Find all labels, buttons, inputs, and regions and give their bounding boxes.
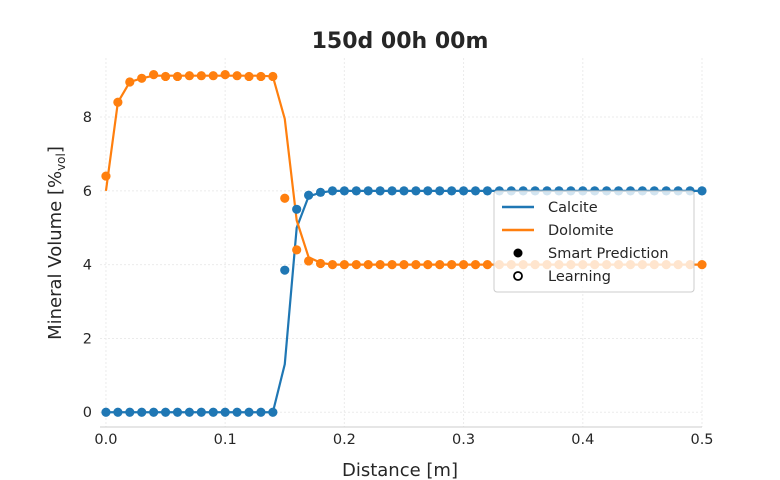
calcite-smart-prediction-point-28 [435, 186, 445, 196]
calcite-smart-prediction-point-24 [387, 186, 397, 196]
dolomite-smart-prediction-point-30 [458, 260, 469, 270]
dolomite-smart-prediction-point-1 [113, 97, 123, 107]
dolomite-smart-prediction-point-21 [351, 260, 361, 270]
x-tick-label-4: 0.4 [571, 432, 594, 448]
calcite-smart-prediction-point-23 [375, 186, 385, 196]
dolomite-smart-prediction-point-8 [196, 71, 206, 81]
dolomite-smart-prediction-point-9 [208, 71, 218, 81]
dolomite-smart-prediction-point-24 [387, 260, 397, 270]
y-tick-label-4: 8 [83, 110, 92, 126]
calcite-smart-prediction-point-12 [244, 407, 254, 417]
dolomite-smart-prediction-point-11 [232, 71, 242, 81]
calcite-smart-prediction-point-30 [458, 186, 469, 196]
y-tick-label-3: 6 [83, 184, 92, 200]
dolomite-smart-prediction-point-17 [304, 256, 314, 266]
calcite-smart-prediction-point-29 [447, 186, 457, 196]
x-tick-label-3: 0.3 [452, 432, 475, 448]
calcite-smart-prediction-point-31 [470, 186, 481, 196]
calcite-smart-prediction-point-16 [292, 204, 302, 214]
dolomite-smart-prediction-point-31 [470, 260, 481, 270]
dolomite-smart-prediction-point-27 [423, 260, 433, 270]
dolomite-smart-prediction-point-15 [280, 193, 290, 203]
dolomite-smart-prediction-point-16 [292, 245, 302, 255]
dolomite-smart-prediction-point-13 [256, 71, 266, 82]
calcite-smart-prediction-point-25 [399, 186, 409, 196]
calcite-smart-prediction-point-20 [339, 186, 349, 196]
calcite-smart-prediction-point-15 [280, 265, 290, 275]
dolomite-smart-prediction-point-0 [101, 171, 111, 181]
y-axis-label: Mineral Volume [%vol] [45, 146, 68, 340]
dolomite-smart-prediction-point-23 [375, 260, 385, 270]
dolomite-smart-prediction-point-18 [315, 258, 326, 269]
legend-smart-prediction-label: Smart Prediction [548, 246, 669, 262]
legend-box [493, 190, 695, 293]
y-tick-label-2: 4 [83, 258, 92, 274]
dolomite-smart-prediction-point-7 [184, 71, 195, 81]
dolomite-smart-prediction-point-4 [149, 70, 159, 80]
calcite-smart-prediction-point-0 [101, 407, 111, 417]
y-axis-label-subscript: vol [54, 153, 68, 171]
dolomite-smart-prediction-point-29 [447, 260, 457, 270]
calcite-smart-prediction-point-18 [315, 187, 326, 197]
calcite-smart-prediction-point-6 [172, 407, 183, 417]
calcite-smart-prediction-point-1 [113, 407, 123, 417]
calcite-smart-prediction-point-50 [697, 186, 707, 196]
legend-learning-label: Learning [548, 269, 611, 285]
calcite-smart-prediction-point-22 [363, 186, 373, 196]
dolomite-smart-prediction-point-50 [697, 260, 707, 270]
dolomite-smart-prediction-point-22 [363, 260, 373, 270]
chart-title: 150d 00h 00m [312, 29, 489, 54]
dolomite-smart-prediction-point-6 [172, 71, 183, 82]
dolomite-smart-prediction-point-19 [327, 260, 338, 270]
legend-learning-marker [513, 271, 523, 281]
dolomite-smart-prediction-point-20 [339, 260, 349, 270]
dolomite-smart-prediction-point-14 [268, 71, 278, 82]
calcite-smart-prediction-point-5 [160, 407, 171, 417]
calcite-smart-prediction-point-32 [482, 186, 493, 196]
y-axis-label-main: Mineral Volume [% [45, 171, 66, 340]
calcite-smart-prediction-point-19 [327, 186, 338, 196]
x-tick-label-2: 0.2 [333, 432, 356, 448]
dolomite-smart-prediction-point-12 [244, 71, 254, 82]
calcite-smart-prediction-point-8 [196, 407, 206, 417]
dolomite-smart-prediction-point-10 [220, 70, 230, 80]
calcite-smart-prediction-point-4 [149, 407, 159, 417]
legend: Calcite Dolomite Smart Prediction Learni… [493, 190, 695, 293]
y-tick-label-1: 2 [83, 331, 92, 347]
calcite-smart-prediction-point-10 [220, 407, 230, 417]
y-tick-label-0: 0 [83, 405, 92, 421]
dolomite-smart-prediction-point-2 [125, 77, 135, 87]
calcite-smart-prediction-point-13 [256, 407, 266, 417]
y-axis-label-end: ] [45, 146, 66, 153]
calcite-smart-prediction-point-17 [304, 190, 314, 200]
x-tick-label-0: 0.0 [94, 432, 117, 448]
dolomite-smart-prediction-point-32 [482, 260, 493, 270]
calcite-smart-prediction-point-3 [137, 407, 147, 417]
dolomite-smart-prediction-point-26 [411, 260, 421, 270]
legend-calcite-label: Calcite [548, 200, 598, 216]
legend-dolomite-label: Dolomite [548, 223, 614, 239]
calcite-smart-prediction-point-7 [184, 407, 195, 417]
calcite-smart-prediction-point-2 [125, 407, 135, 417]
x-tick-label-1: 0.1 [214, 432, 237, 448]
calcite-smart-prediction-point-11 [232, 407, 242, 417]
dolomite-smart-prediction-point-28 [435, 260, 445, 270]
legend-smart-prediction-marker [513, 248, 523, 258]
calcite-smart-prediction-point-27 [423, 186, 433, 196]
x-axis-label: Distance [m] [342, 460, 458, 480]
calcite-smart-prediction-point-26 [411, 186, 421, 196]
calcite-smart-prediction-point-9 [208, 407, 218, 417]
dolomite-smart-prediction-point-25 [399, 260, 409, 270]
calcite-smart-prediction-point-21 [351, 186, 361, 196]
dolomite-smart-prediction-point-5 [160, 71, 171, 82]
x-tick-labels: 0.0 0.1 0.2 0.3 0.4 0.5 [94, 432, 713, 448]
dolomite-smart-prediction-point-3 [137, 73, 147, 83]
y-tick-labels: 0 2 4 6 8 [83, 110, 92, 421]
calcite-smart-prediction-point-14 [268, 407, 278, 417]
x-tick-label-5: 0.5 [690, 432, 713, 448]
